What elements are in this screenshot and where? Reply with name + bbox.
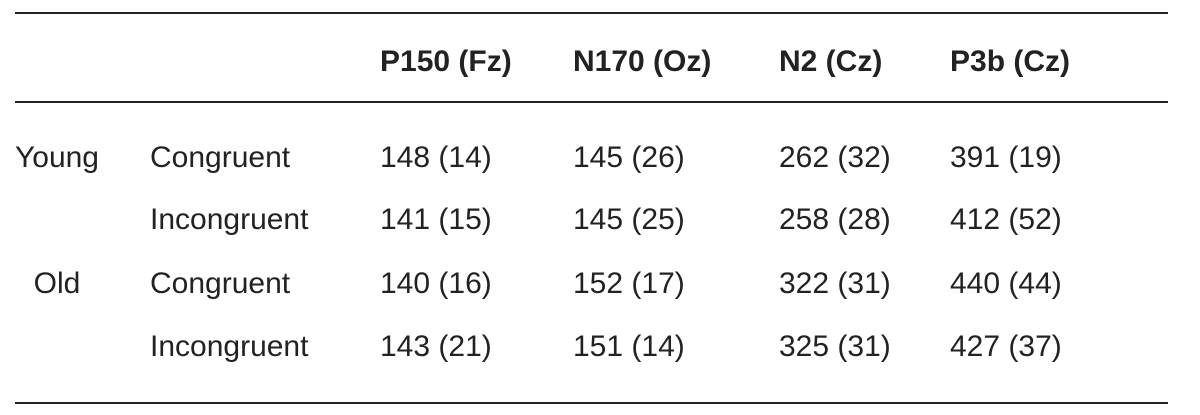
cell: 427 (37) <box>950 330 1062 363</box>
condition-label: Incongruent <box>150 203 309 236</box>
header-rule <box>15 101 1168 103</box>
cell: 322 (31) <box>779 267 891 300</box>
cell: 440 (44) <box>950 267 1062 300</box>
group-label: Old <box>33 267 81 300</box>
column-header: N2 (Cz) <box>779 45 883 78</box>
cell: 143 (21) <box>380 330 492 363</box>
group-label: Young <box>15 141 99 174</box>
cell: 151 (14) <box>573 330 685 363</box>
bottom-rule <box>15 402 1168 404</box>
column-header: P3b (Cz) <box>950 45 1070 78</box>
condition-label: Congruent <box>150 267 291 300</box>
cell: 391 (19) <box>950 141 1062 174</box>
condition-label: Incongruent <box>150 330 309 363</box>
cell: 145 (26) <box>573 141 685 174</box>
top-rule <box>15 12 1168 14</box>
cell: 141 (15) <box>380 203 492 236</box>
cell: 145 (25) <box>573 203 685 236</box>
cell: 262 (32) <box>779 141 891 174</box>
cell: 152 (17) <box>573 267 685 300</box>
column-header: N170 (Oz) <box>573 45 712 78</box>
cell: 258 (28) <box>779 203 891 236</box>
condition-label: Congruent <box>150 141 291 174</box>
cell: 325 (31) <box>779 330 891 363</box>
cell: 412 (52) <box>950 203 1062 236</box>
cell: 148 (14) <box>380 141 492 174</box>
cell: 140 (16) <box>380 267 492 300</box>
column-header: P150 (Fz) <box>380 45 512 78</box>
